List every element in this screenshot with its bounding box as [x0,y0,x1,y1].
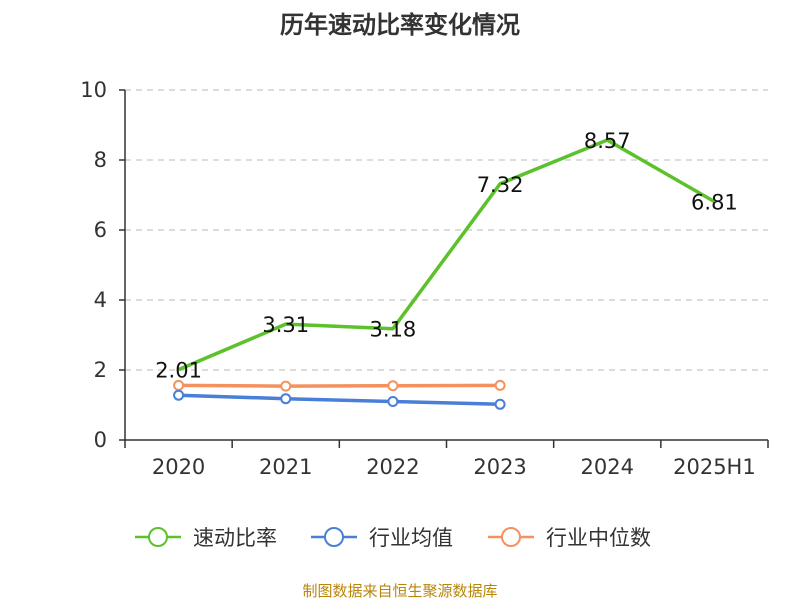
series-point [280,393,292,405]
x-tick-label: 2023 [473,455,526,479]
legend-marker [324,527,344,547]
data-label: 3.31 [262,313,309,337]
series-line-0 [177,138,716,372]
series-point [494,398,506,410]
legend: 速动比率 行业均值 行业中位数 [135,526,651,550]
grid-lines [125,89,768,371]
data-label: 6.81 [691,191,738,215]
legend-marker [148,527,168,547]
data-labels: 2.01 3.31 3.18 7.32 8.57 6.81 [155,129,738,383]
series-line-2 [178,383,501,388]
legend-label: 行业中位数 [546,526,651,550]
series-point [173,389,185,401]
x-tick-label: 2022 [366,455,419,479]
series-lines [173,138,716,410]
series-point [280,380,292,392]
x-tick-label: 2024 [581,455,634,479]
legend-marker [501,527,521,547]
data-label: 2.01 [155,359,202,383]
series-point [387,396,399,407]
series-point [494,379,506,391]
x-tick-label: 2021 [259,455,312,479]
y-tick-label: 6 [94,218,107,242]
chart-title: 历年速动比率变化情况 [280,11,520,39]
series-point [387,380,399,392]
source-note: 制图数据来自恒生聚源数据库 [302,582,497,600]
data-label: 7.32 [477,173,524,197]
y-tick-label: 8 [94,148,107,172]
data-label: 3.18 [370,318,417,342]
y-tick-label: 4 [94,288,107,312]
y-tick-label: 10 [80,78,107,102]
x-tick-label: 2025H1 [673,455,756,479]
axes: 0 2 4 6 8 10 2020 2021 2022 2023 2024 2025H1 [80,78,769,479]
x-tick-label: 2020 [152,455,205,479]
y-tick-label: 0 [94,428,107,452]
data-label: 8.57 [584,129,631,153]
y-tick-label: 2 [94,358,107,382]
series-line-1 [178,393,501,407]
legend-label: 行业均值 [369,526,453,550]
legend-label: 速动比率 [193,526,277,550]
